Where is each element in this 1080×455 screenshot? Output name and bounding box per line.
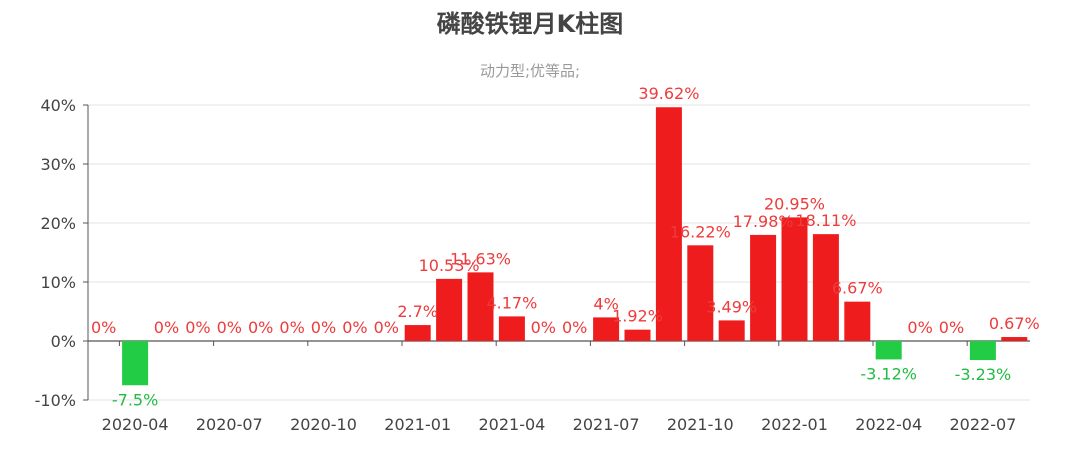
x-tick-label: 2022-01 [761, 415, 828, 434]
y-tick-label: 20% [40, 214, 76, 233]
bar-2021-07[interactable] [593, 317, 620, 341]
bar-2022-01[interactable] [781, 217, 808, 341]
data-label: -3.23% [955, 365, 1012, 384]
data-label: 0% [279, 318, 304, 337]
x-tick-label: 2021-01 [384, 415, 451, 434]
data-label: 2.7% [397, 302, 438, 321]
data-label: 0% [939, 318, 964, 337]
bar-2022-07[interactable] [969, 341, 996, 361]
x-tick-label: 2020-04 [102, 415, 169, 434]
data-label: 0% [907, 318, 932, 337]
axes [83, 104, 1030, 401]
data-label: 6.67% [832, 279, 883, 298]
data-label: 0% [374, 318, 399, 337]
data-labels: 0%-7.5%0% 0% 0% 0% 0% 0% 0% 0%2.7%10.53%11.63%4… [91, 84, 1040, 409]
bar-2020-04[interactable] [122, 341, 149, 386]
grid-lines [88, 104, 1030, 401]
x-tick-label: 2021-10 [667, 415, 734, 434]
data-label: 0% [248, 318, 273, 337]
bars [122, 107, 1028, 386]
data-label: -7.5% [112, 390, 158, 409]
data-label: 0% [342, 318, 367, 337]
bar-2021-04[interactable] [498, 316, 525, 341]
bar-2021-09[interactable] [655, 107, 682, 341]
data-label: 11.63% [450, 249, 511, 268]
bar-2021-08[interactable] [624, 329, 651, 341]
x-tick-label: 2021-04 [478, 415, 545, 434]
data-label: 0.67% [989, 314, 1040, 333]
data-label: 0% [311, 318, 336, 337]
bar-2022-02[interactable] [812, 234, 839, 341]
data-label: 16.22% [670, 222, 731, 241]
data-label: 0% [185, 318, 210, 337]
bar-2021-02[interactable] [436, 278, 463, 341]
x-tick-label: 2021-07 [573, 415, 640, 434]
y-tick-label: 0% [51, 332, 76, 351]
bar-2021-03[interactable] [467, 272, 494, 341]
bar-2022-08[interactable] [1001, 337, 1028, 341]
data-label: 0% [154, 318, 179, 337]
data-label: 3.49% [706, 297, 757, 316]
x-tick-label: 2022-04 [855, 415, 922, 434]
data-label: 0% [91, 318, 116, 337]
bar-2021-11[interactable] [718, 320, 745, 341]
data-label: -3.12% [860, 364, 917, 383]
bar-2022-03[interactable] [844, 301, 871, 341]
chart-title: 磷酸铁锂月K柱图 [436, 10, 624, 38]
data-label: 4% [593, 294, 618, 313]
bar-2021-12[interactable] [750, 234, 777, 341]
y-tick-label: -10% [35, 391, 76, 410]
data-label: 0% [217, 318, 242, 337]
y-tick-label: 30% [40, 155, 76, 174]
data-label: 4.17% [486, 293, 537, 312]
bar-2021-01[interactable] [404, 325, 431, 341]
data-label: 17.98% [733, 212, 794, 231]
x-tick-labels: 2020-04 2020-07 2020-10 2021-01 2021-04 2021-… [102, 415, 1017, 434]
x-tick-label: 2020-07 [196, 415, 263, 434]
data-label: 39.62% [638, 84, 699, 103]
chart-subtitle: 动力型;优等品; [479, 62, 581, 80]
bar-2022-04[interactable] [875, 341, 902, 360]
data-label: 0% [562, 318, 587, 337]
bar-2021-10[interactable] [687, 245, 714, 341]
y-tick-label: 10% [40, 273, 76, 292]
data-label: 0% [531, 318, 556, 337]
data-label: 18.11% [795, 211, 856, 230]
x-tick-label: 2022-07 [949, 415, 1016, 434]
x-tick-label: 2020-10 [290, 415, 357, 434]
y-tick-label: 40% [40, 96, 76, 115]
data-label: 20.95% [764, 194, 825, 213]
data-label: 10.53% [419, 256, 480, 275]
data-label: 1.92% [612, 307, 663, 326]
y-tick-labels: -10% 0% 10% 20% 30% 40% [35, 96, 76, 410]
